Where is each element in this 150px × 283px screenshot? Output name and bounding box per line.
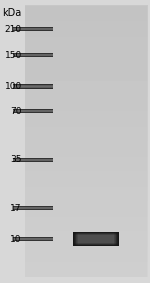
- Text: 150: 150: [5, 51, 22, 60]
- Text: 70: 70: [10, 107, 22, 116]
- Text: 210: 210: [5, 25, 22, 34]
- Text: 35: 35: [10, 155, 22, 164]
- Text: 10: 10: [10, 235, 22, 244]
- Text: 17: 17: [10, 203, 22, 213]
- Text: 100: 100: [5, 82, 22, 91]
- FancyBboxPatch shape: [25, 6, 147, 277]
- Text: kDa: kDa: [3, 8, 22, 18]
